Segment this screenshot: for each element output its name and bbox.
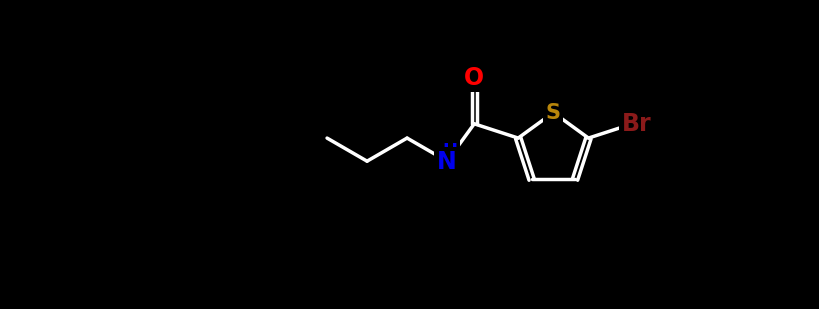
Text: O: O: [464, 66, 484, 90]
Text: S: S: [545, 103, 561, 123]
Text: H: H: [442, 142, 458, 160]
Text: N: N: [437, 150, 457, 174]
Text: Br: Br: [622, 112, 652, 136]
